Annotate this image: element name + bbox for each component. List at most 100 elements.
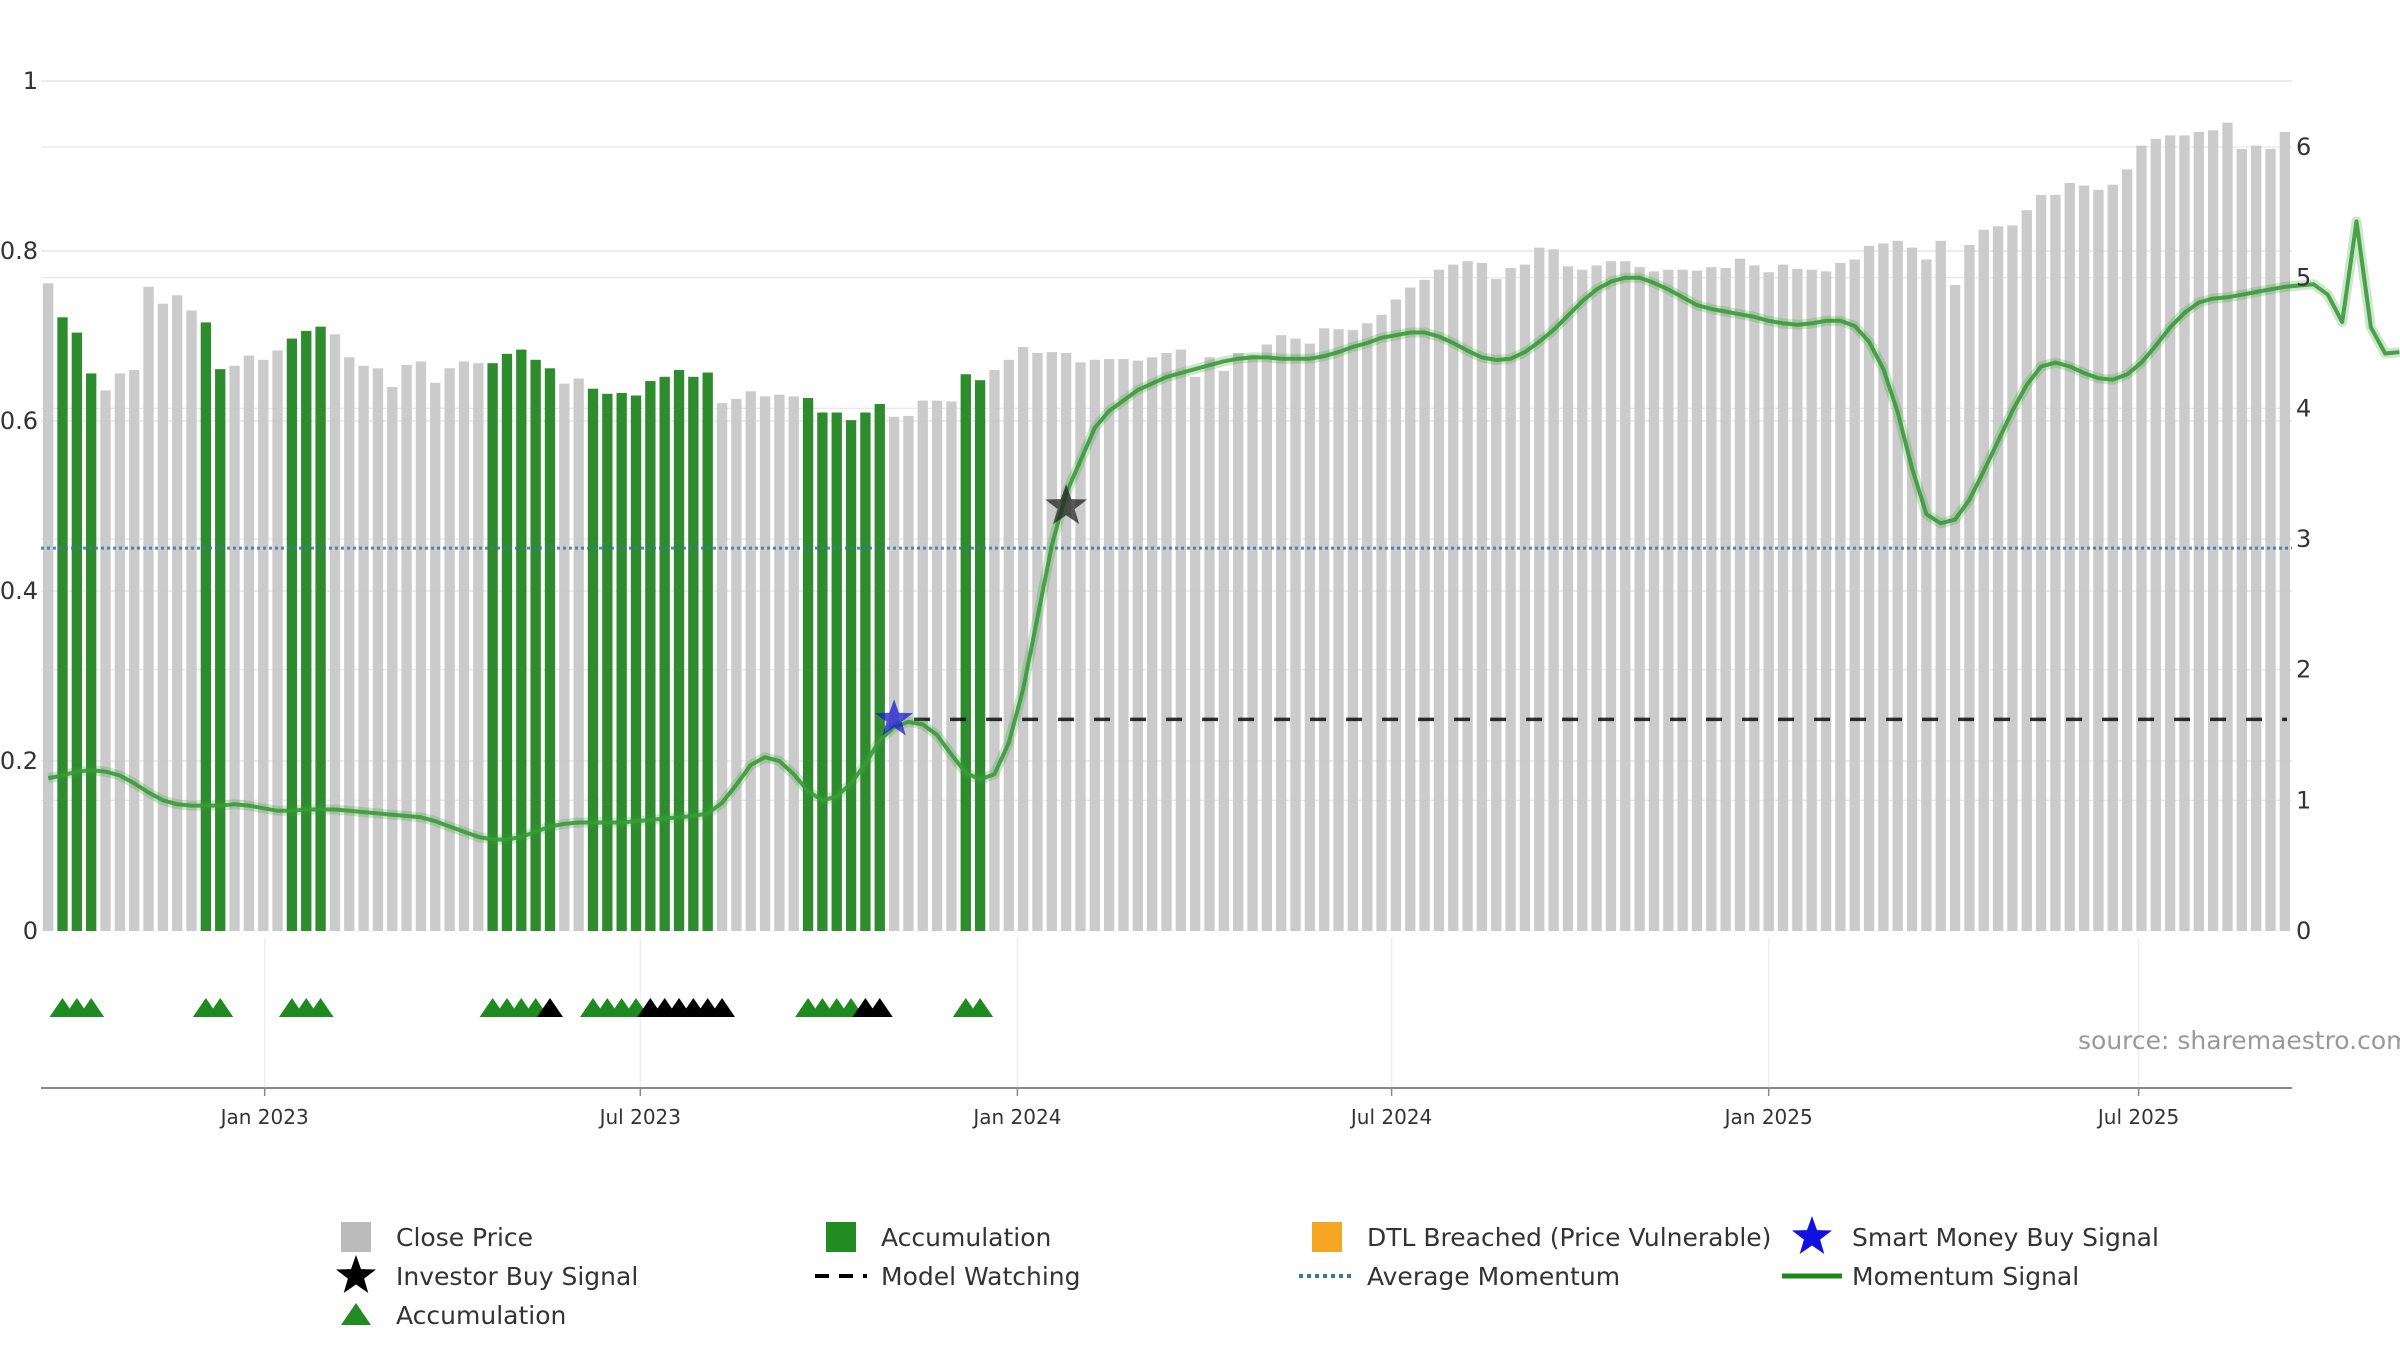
accumulation-marker — [207, 998, 234, 1017]
momentum-group — [47, 216, 2400, 845]
close-price-bar — [143, 286, 154, 931]
left-axis-tick-label: 0.6 — [0, 407, 38, 435]
close-price-bar — [745, 391, 756, 931]
right-axis-tick-label: 0 — [2296, 917, 2311, 945]
close-price-bar — [1878, 243, 1889, 932]
close-price-bar — [1190, 376, 1201, 931]
accumulation-bar — [802, 398, 814, 931]
close-price-bar — [1863, 245, 1875, 931]
close-price-bar — [2150, 138, 2161, 932]
accumulation-bar — [301, 330, 312, 931]
close-price-bar — [444, 368, 455, 931]
right-axis-tick-label: 4 — [2296, 394, 2311, 422]
accumulation-bar — [286, 338, 298, 931]
accumulation-bar — [860, 412, 871, 931]
source-label: source: sharemaestro.com — [2078, 1026, 2400, 1055]
close-price-bar — [1089, 359, 1100, 931]
accumulation-bar — [200, 322, 212, 931]
close-price-bar — [2021, 210, 2032, 931]
close-price-bar — [2207, 130, 2219, 932]
accumulation-marker-black — [536, 998, 563, 1017]
close-price-bar — [1634, 267, 1645, 931]
left-axis-tick-label: 1 — [23, 67, 38, 95]
close-price-bar — [329, 334, 341, 931]
left-axis-tick-label: 0.8 — [0, 237, 38, 265]
accumulation-bar — [659, 376, 670, 931]
close-price-bar — [2136, 145, 2147, 932]
close-price-bar — [1620, 261, 1631, 931]
close-price-bar — [1706, 267, 1717, 931]
close-price-bar — [186, 310, 197, 931]
close-price-bar — [258, 359, 269, 931]
close-price-bar — [1046, 352, 1057, 931]
close-price-bar — [1835, 262, 1846, 931]
close-price-bar — [1118, 358, 1129, 931]
close-price-bar — [1562, 266, 1574, 931]
close-price-bar — [2007, 225, 2018, 931]
accumulation-bar — [702, 372, 713, 931]
accumulation-bar — [688, 376, 699, 931]
accumulation-bar — [616, 392, 627, 931]
close-price-bar — [458, 361, 470, 931]
close-price-bar — [2064, 183, 2075, 931]
legend-swatch-triangle — [341, 1303, 371, 1325]
legend-label: DTL Breached (Price Vulnerable) — [1367, 1223, 1771, 1252]
accumulation-bar — [487, 363, 498, 931]
close-price-bar — [1964, 245, 1975, 932]
bars-group — [43, 122, 2290, 932]
close-price-bar — [157, 303, 169, 931]
accumulation-marker-black — [709, 998, 736, 1017]
close-price-bar — [2250, 145, 2262, 932]
legend-swatch-square — [826, 1222, 856, 1252]
accumulation-bar — [845, 420, 857, 931]
close-price-bar — [1161, 353, 1172, 931]
signals-group — [875, 484, 1088, 736]
close-price-bar — [1276, 335, 1287, 931]
legend-swatch-square — [341, 1222, 371, 1252]
close-price-bar — [229, 365, 240, 931]
close-price-bar — [1433, 269, 1445, 931]
close-price-bar — [1017, 347, 1029, 931]
close-price-bar — [1060, 353, 1072, 931]
momentum-signal-line — [47, 219, 2400, 842]
accumulation-bar — [57, 317, 68, 931]
close-price-bar — [114, 373, 126, 931]
close-price-bar — [1476, 262, 1488, 931]
close-price-bar — [344, 357, 355, 931]
accumulation-bar — [501, 353, 513, 932]
close-price-bar — [1261, 344, 1273, 931]
close-price-bar — [2279, 132, 2290, 931]
x-tick-label: Jul 2025 — [2096, 1105, 2179, 1129]
right-axis-tick-label: 1 — [2296, 786, 2311, 814]
accumulation-bar — [974, 380, 986, 931]
close-price-bar — [917, 400, 928, 932]
investor-buy-signal-star — [1045, 484, 1088, 525]
close-price-bar — [931, 400, 943, 932]
close-price-bar — [1390, 299, 1402, 931]
close-price-bar — [1978, 229, 1989, 931]
close-price-bar — [2107, 184, 2118, 931]
close-price-bar — [1548, 249, 1559, 932]
x-tick-label: Jan 2024 — [971, 1105, 1061, 1129]
close-price-bar — [1147, 357, 1158, 931]
accumulation-bar — [645, 381, 656, 931]
legend-swatch-star — [1792, 1216, 1832, 1254]
close-price-bar — [2236, 149, 2247, 931]
close-price-bar — [1233, 353, 1244, 931]
close-price-bar — [731, 398, 742, 931]
accumulation-marker — [967, 998, 994, 1017]
close-price-bar — [1218, 370, 1230, 932]
accumulation-bar — [530, 359, 541, 931]
close-price-bar — [2193, 132, 2204, 931]
close-price-bar — [759, 396, 771, 932]
close-price-bar — [2265, 149, 2276, 931]
close-price-bar — [2164, 135, 2176, 931]
legend-swatch-square — [1312, 1222, 1342, 1252]
legend: Close Price Accumulation DTL Breached (Pri… — [336, 1216, 2159, 1330]
accumulation-bar — [215, 369, 226, 931]
legend-label: Accumulation — [396, 1301, 566, 1330]
accumulation-bar — [86, 373, 97, 931]
close-price-bar — [358, 365, 369, 931]
accumulation-bar — [673, 370, 685, 931]
close-price-bar — [2121, 169, 2133, 931]
